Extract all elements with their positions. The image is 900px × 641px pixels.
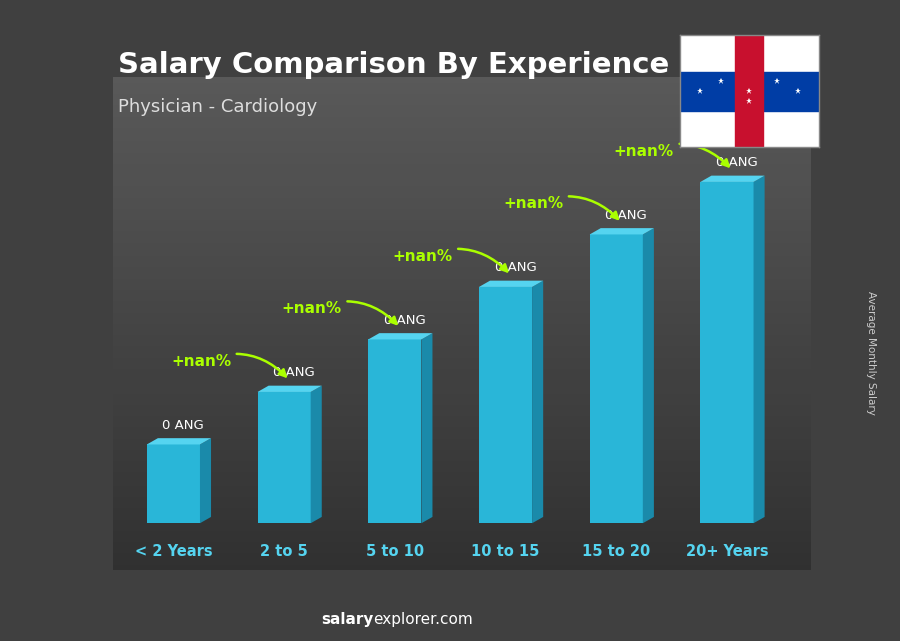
Text: 0 ANG: 0 ANG bbox=[384, 314, 426, 327]
Polygon shape bbox=[310, 386, 322, 523]
Polygon shape bbox=[421, 333, 433, 523]
Text: Average Monthly Salary: Average Monthly Salary bbox=[866, 290, 877, 415]
Bar bbox=[590, 235, 643, 523]
Text: 0 ANG: 0 ANG bbox=[274, 367, 315, 379]
Polygon shape bbox=[257, 386, 322, 392]
Text: 0 ANG: 0 ANG bbox=[716, 156, 758, 169]
Text: explorer.com: explorer.com bbox=[374, 612, 473, 627]
Bar bbox=[700, 182, 753, 523]
Text: Salary Comparison By Experience: Salary Comparison By Experience bbox=[118, 51, 670, 79]
Polygon shape bbox=[368, 333, 433, 340]
Text: 5 to 10: 5 to 10 bbox=[365, 544, 424, 559]
Text: 10 to 15: 10 to 15 bbox=[472, 544, 540, 559]
Polygon shape bbox=[590, 228, 654, 235]
Bar bbox=[257, 392, 310, 523]
Text: +nan%: +nan% bbox=[503, 196, 618, 219]
Text: 0 ANG: 0 ANG bbox=[495, 262, 536, 274]
Bar bbox=[680, 72, 819, 111]
Text: +nan%: +nan% bbox=[171, 354, 286, 376]
Text: < 2 Years: < 2 Years bbox=[135, 544, 212, 559]
Polygon shape bbox=[700, 176, 765, 182]
Text: +nan%: +nan% bbox=[614, 144, 729, 167]
Text: 0 ANG: 0 ANG bbox=[163, 419, 204, 432]
Polygon shape bbox=[532, 281, 544, 523]
Bar bbox=[147, 444, 200, 523]
Polygon shape bbox=[643, 228, 654, 523]
Text: 15 to 20: 15 to 20 bbox=[582, 544, 651, 559]
Bar bbox=[735, 35, 763, 147]
Bar bbox=[479, 287, 532, 523]
Text: +nan%: +nan% bbox=[282, 301, 397, 324]
Bar bbox=[368, 340, 421, 523]
Text: 20+ Years: 20+ Years bbox=[686, 544, 769, 559]
Text: +nan%: +nan% bbox=[392, 249, 508, 271]
Text: 0 ANG: 0 ANG bbox=[606, 209, 647, 222]
Text: Physician - Cardiology: Physician - Cardiology bbox=[118, 98, 318, 116]
Text: salary: salary bbox=[321, 612, 374, 627]
Polygon shape bbox=[200, 438, 211, 523]
Polygon shape bbox=[479, 281, 544, 287]
Polygon shape bbox=[753, 176, 765, 523]
Text: 2 to 5: 2 to 5 bbox=[260, 544, 308, 559]
Polygon shape bbox=[147, 438, 211, 444]
